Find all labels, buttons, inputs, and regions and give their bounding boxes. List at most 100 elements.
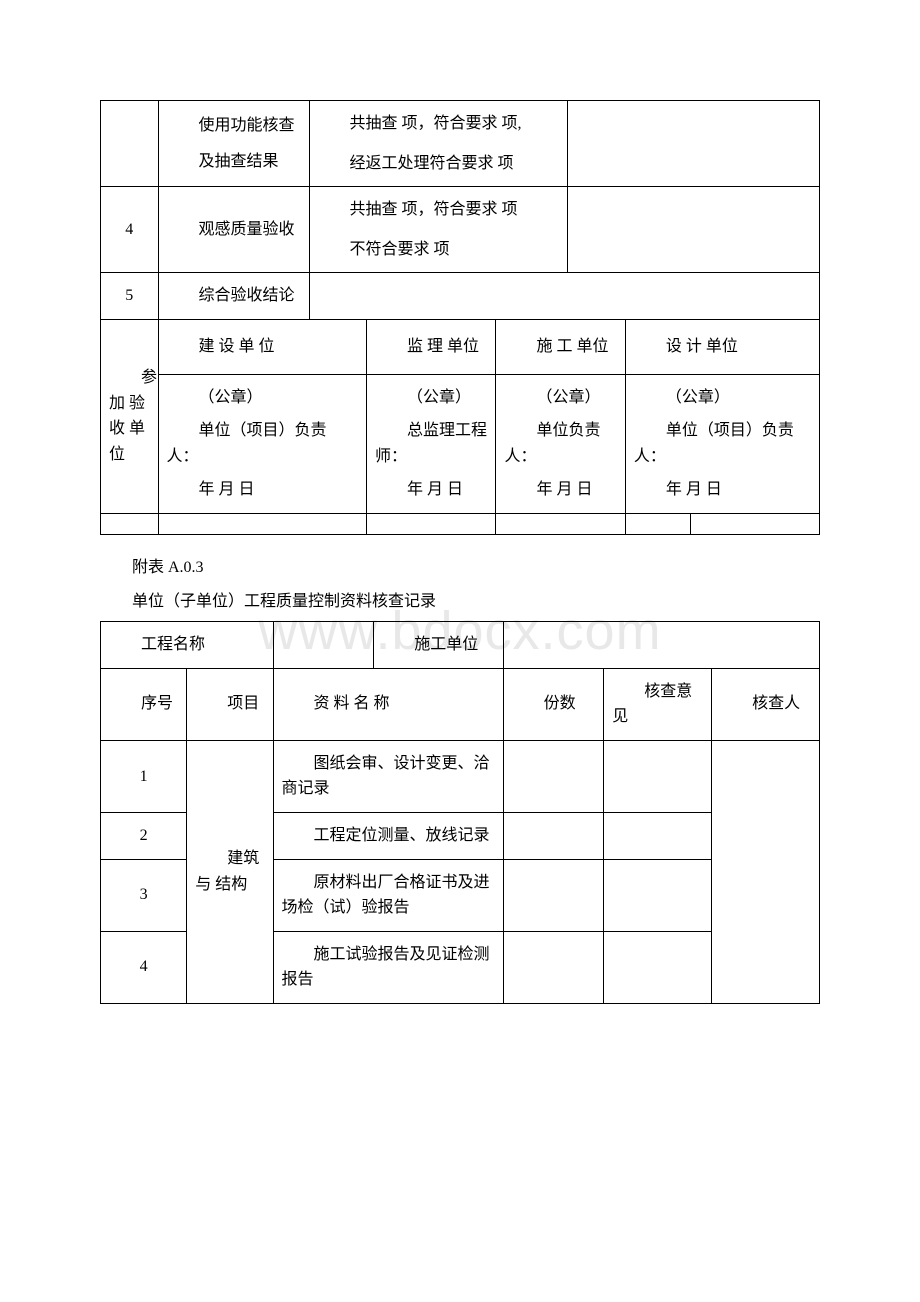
- cell-num-blank: [101, 101, 159, 187]
- cell-header-checker: 核查人: [712, 668, 820, 740]
- cell-row3-num: 3: [101, 859, 187, 931]
- cell-unit2-body: （公章） 总监理工程师： 年 月 日: [367, 374, 496, 513]
- cell-func-blank: [568, 101, 820, 187]
- cell-row1-opinion: [604, 740, 712, 812]
- text-unit2-seal: （公章）: [375, 385, 487, 411]
- text-participation: 参加 验收 单位: [109, 365, 150, 467]
- table-row: 1 建筑 与 结构 图纸会审、设计变更、洽商记录: [101, 740, 820, 812]
- cell-row4-material: 施工试验报告及见证检测报告: [273, 931, 503, 1003]
- text-header-checker: 核查人: [720, 691, 811, 717]
- table-row: [101, 513, 820, 534]
- cell-header-copies: 份数: [503, 668, 604, 740]
- cell-header-material: 资 料 名 称: [273, 668, 503, 740]
- text-header-copies: 份数: [512, 691, 596, 717]
- table-row: 4 观感质量验收 共抽查 项，符合要求 项 不符合要求 项: [101, 187, 820, 273]
- cell-header-seq: 序号: [101, 668, 187, 740]
- text-row3-material: 原材料出厂合格证书及进场检（试）验报告: [282, 870, 495, 921]
- cell-construction-unit-value: [503, 621, 819, 668]
- text-header-seq: 序号: [109, 691, 178, 717]
- cell-empty: [496, 513, 625, 534]
- table-row: 参加 验收 单位 建 设 单 位 监 理 单位 施 工 单位 设 计 单位: [101, 320, 820, 374]
- text-4-label: 观感质量验收: [167, 217, 301, 243]
- cell-4-desc: 共抽查 项，符合要求 项 不符合要求 项: [309, 187, 568, 273]
- cell-empty: [158, 513, 367, 534]
- cell-func-label: 使用功能核查 及抽查结果: [158, 101, 309, 187]
- cell-row3-material: 原材料出厂合格证书及进场检（试）验报告: [273, 859, 503, 931]
- cell-row1-material: 图纸会审、设计变更、洽商记录: [273, 740, 503, 812]
- cell-checker-merged: [712, 740, 820, 1003]
- cell-category: 建筑 与 结构: [187, 740, 273, 1003]
- cell-row1-copies: [503, 740, 604, 812]
- table-row: 序号 项目 资 料 名 称 份数 核查意见 核查人: [101, 668, 820, 740]
- table2-title: 单位（子单位）工程质量控制资料核查记录: [100, 587, 820, 611]
- cell-row1-num: 1: [101, 740, 187, 812]
- table-participation: 参加 验收 单位 建 设 单 位 监 理 单位 施 工 单位 设 计 单位 （公…: [100, 320, 820, 535]
- cell-row2-material: 工程定位测量、放线记录: [273, 812, 503, 859]
- cell-unit3-header: 施 工 单位: [496, 320, 625, 374]
- cell-num-5: 5: [101, 273, 159, 320]
- text-construction-unit: 施工单位: [382, 632, 494, 658]
- cell-participation-label: 参加 验收 单位: [101, 320, 159, 513]
- cell-row2-opinion: [604, 812, 712, 859]
- cell-5-label: 综合验收结论: [158, 273, 309, 320]
- cell-unit3-body: （公章） 单位负责人： 年 月 日: [496, 374, 625, 513]
- cell-4-label: 观感质量验收: [158, 187, 309, 273]
- page-content: 使用功能核查 及抽查结果 共抽查 项，符合要求 项, 经返工处理符合要求 项 4…: [100, 100, 820, 1004]
- text-4-desc2: 不符合要求 项: [318, 237, 560, 263]
- text-project-name: 工程名称: [109, 632, 265, 658]
- table-row: 5 综合验收结论: [101, 273, 820, 320]
- cell-4-blank: [568, 187, 820, 273]
- text-unit1-person: 单位（项目）负责人：: [167, 418, 359, 469]
- cell-5-blank: [309, 273, 820, 320]
- table-row: 工程名称 施工单位: [101, 621, 820, 668]
- text-header-opinion: 核查意见: [612, 679, 703, 730]
- text-func-desc1: 共抽查 项，符合要求 项,: [318, 111, 560, 137]
- cell-unit4-header: 设 计 单位: [625, 320, 819, 374]
- text-4-desc1: 共抽查 项，符合要求 项: [318, 197, 560, 223]
- cell-unit1-body: （公章） 单位（项目）负责人： 年 月 日: [158, 374, 367, 513]
- text-unit3-seal: （公章）: [504, 385, 616, 411]
- cell-empty: [101, 513, 159, 534]
- cell-row2-num: 2: [101, 812, 187, 859]
- table-material-check: 工程名称 施工单位 序号 项目 资 料 名 称 份数 核查意见 核查人 1 建筑…: [100, 621, 820, 1004]
- cell-header-item: 项目: [187, 668, 273, 740]
- cell-row3-opinion: [604, 859, 712, 931]
- cell-project-name-label: 工程名称: [101, 621, 274, 668]
- appendix-number: 附表 A.0.3: [100, 553, 820, 577]
- cell-num-4: 4: [101, 187, 159, 273]
- text-unit4-seal: （公章）: [634, 385, 811, 411]
- table-row: 使用功能核查 及抽查结果 共抽查 项，符合要求 项, 经返工处理符合要求 项: [101, 101, 820, 187]
- cell-empty: [625, 513, 690, 534]
- cell-row4-opinion: [604, 931, 712, 1003]
- text-header-material: 资 料 名 称: [282, 691, 495, 717]
- cell-row4-copies: [503, 931, 604, 1003]
- text-unit3-date: 年 月 日: [504, 477, 616, 503]
- cell-func-desc: 共抽查 项，符合要求 项, 经返工处理符合要求 项: [309, 101, 568, 187]
- text-unit3-person: 单位负责人：: [504, 418, 616, 469]
- text-func-desc2: 经返工处理符合要求 项: [318, 151, 560, 177]
- text-unit4-date: 年 月 日: [634, 477, 811, 503]
- cell-project-name-value: [273, 621, 374, 668]
- text-row4-material: 施工试验报告及见证检测报告: [282, 942, 495, 993]
- cell-row2-copies: [503, 812, 604, 859]
- text-func-label2: 及抽查结果: [167, 149, 301, 175]
- cell-unit4-body: （公章） 单位（项目）负责人： 年 月 日: [625, 374, 819, 513]
- table-acceptance: 使用功能核查 及抽查结果 共抽查 项，符合要求 项, 经返工处理符合要求 项 4…: [100, 100, 820, 320]
- cell-unit1-header: 建 设 单 位: [158, 320, 367, 374]
- text-5-label: 综合验收结论: [167, 283, 301, 309]
- cell-row4-num: 4: [101, 931, 187, 1003]
- cell-header-opinion: 核查意见: [604, 668, 712, 740]
- table-row: （公章） 单位（项目）负责人： 年 月 日 （公章） 总监理工程师： 年 月 日…: [101, 374, 820, 513]
- text-unit2-person: 总监理工程师：: [375, 418, 487, 469]
- text-unit1-date: 年 月 日: [167, 477, 359, 503]
- text-func-label1: 使用功能核查: [167, 113, 301, 139]
- text-unit1-seal: （公章）: [167, 385, 359, 411]
- cell-row3-copies: [503, 859, 604, 931]
- cell-empty: [690, 513, 819, 534]
- text-unit4-person: 单位（项目）负责人：: [634, 418, 811, 469]
- text-unit2-date: 年 月 日: [375, 477, 487, 503]
- text-row1-material: 图纸会审、设计变更、洽商记录: [282, 751, 495, 802]
- text-category: 建筑 与 结构: [195, 846, 264, 897]
- cell-empty: [367, 513, 496, 534]
- text-header-item: 项目: [195, 691, 264, 717]
